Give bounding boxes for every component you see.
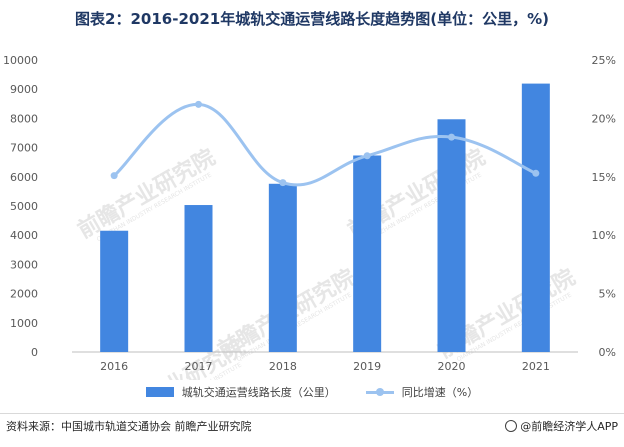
- bar: [268, 183, 297, 352]
- x-tick-label: 2016: [100, 360, 128, 373]
- right-tick-label: 0%: [599, 346, 616, 359]
- legend-label-length: 城轨交通运营线路长度（公里）: [181, 386, 336, 399]
- left-tick-label: 10000: [3, 54, 38, 67]
- bar-series: [100, 83, 550, 352]
- x-tick-label: 2018: [269, 360, 297, 373]
- x-tick-label: 2017: [185, 360, 213, 373]
- legend-label-growth: 同比增速（%）: [401, 386, 479, 399]
- chart-title: 图表2：2016-2021年城轨交通运营线路长度趋势图(单位：公里，%): [75, 10, 549, 28]
- left-tick-label: 6000: [10, 171, 38, 184]
- x-axis: 2016 2017 2018 2019 2020 2021: [72, 351, 578, 373]
- left-tick-label: 8000: [10, 112, 38, 125]
- left-tick-label: 9000: [10, 83, 38, 96]
- x-tick-label: 2019: [353, 360, 381, 373]
- growth-point: [110, 172, 118, 180]
- left-tick-label: 5000: [10, 200, 38, 213]
- legend-line-swatch: [365, 387, 394, 396]
- left-tick-label: 1000: [10, 317, 38, 330]
- brand-logo-icon: [505, 420, 518, 432]
- growth-point: [279, 179, 287, 187]
- right-tick-label: 15%: [592, 171, 616, 184]
- footer-divider: [0, 413, 624, 414]
- brand-text: @前瞻经济学人APP: [520, 420, 618, 433]
- footer: 资料来源：中国城市轨道交通协会 前瞻产业研究院 @前瞻经济学人APP: [6, 418, 618, 434]
- growth-point: [195, 100, 202, 108]
- left-tick-label: 2000: [10, 288, 38, 301]
- left-tick-label: 4000: [10, 229, 38, 242]
- x-tick-label: 2020: [438, 360, 466, 373]
- right-tick-label: 20%: [592, 112, 616, 125]
- legend-item-length: 城轨交通运营线路长度（公里）: [145, 384, 336, 400]
- bar: [437, 119, 466, 352]
- bar: [521, 83, 550, 352]
- bar: [184, 205, 213, 352]
- legend: 城轨交通运营线路长度（公里） 同比增速（%）: [0, 384, 624, 400]
- line-series: [110, 100, 540, 187]
- right-axis: 0% 5% 10% 15% 20% 25%: [592, 54, 616, 359]
- legend-bar-swatch: [145, 387, 174, 397]
- growth-point: [363, 152, 371, 160]
- right-tick-label: 25%: [592, 54, 616, 67]
- left-tick-label: 3000: [10, 258, 38, 271]
- left-axis: 0 1000 2000 3000 4000 5000 6000 7000 8000 9000 100…: [3, 54, 38, 359]
- bar: [353, 155, 382, 352]
- right-tick-label: 10%: [592, 229, 616, 242]
- legend-item-growth: 同比增速（%）: [365, 384, 479, 400]
- x-tick-label: 2021: [522, 360, 550, 373]
- source-text: 资料来源：中国城市轨道交通协会 前瞻产业研究院: [6, 420, 252, 433]
- growth-point: [448, 133, 455, 141]
- left-tick-label: 7000: [10, 142, 38, 155]
- growth-point: [532, 169, 540, 177]
- bar: [100, 230, 129, 352]
- left-tick-label: 0: [31, 346, 38, 359]
- brand: @前瞻经济学人APP: [505, 418, 618, 434]
- right-tick-label: 5%: [599, 288, 616, 301]
